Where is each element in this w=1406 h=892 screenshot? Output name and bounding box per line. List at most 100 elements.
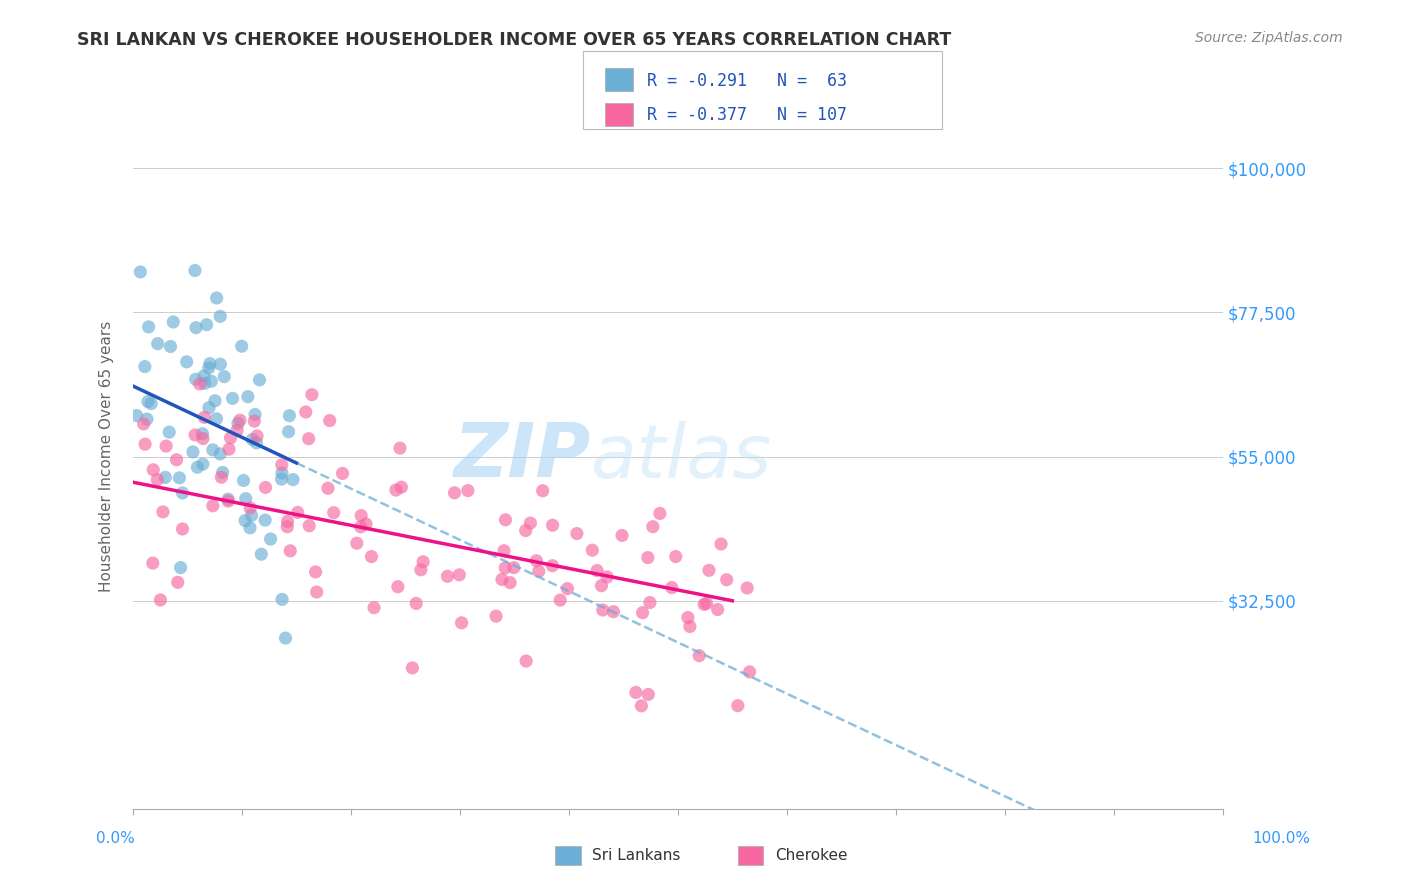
Point — [245, 435, 267, 450]
Point — [186, 460, 208, 475]
Point — [388, 441, 411, 455]
Point — [301, 387, 323, 401]
Point — [695, 596, 717, 610]
Point — [226, 423, 249, 437]
Point — [239, 500, 262, 515]
Point — [209, 447, 232, 461]
Point — [166, 575, 188, 590]
Point — [136, 412, 159, 426]
Point — [298, 518, 321, 533]
Text: SRI LANKAN VS CHEROKEE HOUSEHOLDER INCOME OVER 65 YEARS CORRELATION CHART: SRI LANKAN VS CHEROKEE HOUSEHOLDER INCOM… — [77, 31, 952, 49]
Point — [277, 425, 299, 439]
Point — [141, 396, 163, 410]
Point — [665, 549, 688, 564]
Point — [350, 520, 373, 534]
Point — [155, 470, 177, 484]
Point — [350, 508, 373, 523]
Point — [250, 547, 273, 561]
Point — [502, 560, 524, 574]
Point — [274, 631, 297, 645]
Point — [637, 550, 659, 565]
Point — [515, 524, 537, 538]
Point — [232, 474, 254, 488]
Point — [236, 390, 259, 404]
Point — [676, 610, 699, 624]
Point — [710, 537, 733, 551]
Point — [693, 598, 716, 612]
Point — [531, 483, 554, 498]
Point — [491, 573, 513, 587]
Point — [231, 339, 253, 353]
Point — [287, 505, 309, 519]
Point — [172, 486, 194, 500]
Point — [193, 368, 215, 383]
Point — [201, 442, 224, 457]
Point — [494, 561, 516, 575]
Point — [661, 581, 683, 595]
Point — [198, 401, 221, 415]
Point — [152, 505, 174, 519]
Point — [360, 549, 382, 564]
Point — [596, 570, 619, 584]
Point — [162, 315, 184, 329]
Point — [354, 516, 377, 531]
Point — [132, 417, 155, 431]
Point — [254, 480, 277, 494]
Point — [363, 600, 385, 615]
Point — [637, 688, 659, 702]
Text: R = -0.377   N = 107: R = -0.377 N = 107 — [647, 106, 846, 124]
Point — [697, 563, 720, 577]
Point — [322, 506, 344, 520]
Point — [641, 519, 664, 533]
Point — [271, 466, 294, 480]
Point — [125, 409, 148, 423]
Point — [169, 471, 191, 485]
Point — [648, 507, 671, 521]
Point — [239, 521, 262, 535]
Point — [184, 372, 207, 386]
Point — [278, 409, 301, 423]
Point — [134, 359, 156, 374]
Text: R = -0.291   N =  63: R = -0.291 N = 63 — [647, 71, 846, 90]
Point — [610, 528, 633, 542]
Point — [624, 685, 647, 699]
Point — [735, 581, 758, 595]
Point — [146, 473, 169, 487]
Point — [240, 508, 263, 523]
Point — [706, 602, 728, 616]
Point — [443, 485, 465, 500]
Point — [146, 336, 169, 351]
Point — [270, 458, 292, 472]
Point — [159, 339, 181, 353]
Point — [188, 376, 211, 391]
Point — [592, 603, 614, 617]
Point — [195, 318, 218, 332]
Point — [387, 580, 409, 594]
Point — [254, 513, 277, 527]
Point — [581, 543, 603, 558]
Point — [515, 654, 537, 668]
Point — [136, 394, 159, 409]
Point — [201, 499, 224, 513]
Point — [541, 558, 564, 573]
Point — [184, 263, 207, 277]
Point — [565, 526, 588, 541]
Text: Source: ZipAtlas.com: Source: ZipAtlas.com — [1195, 31, 1343, 45]
Point — [519, 516, 541, 530]
Point — [134, 437, 156, 451]
Point — [184, 320, 207, 334]
Point — [278, 544, 301, 558]
Point — [281, 473, 304, 487]
Point — [492, 543, 515, 558]
Point — [318, 414, 340, 428]
Point — [181, 445, 204, 459]
Point — [191, 457, 214, 471]
Point — [591, 579, 613, 593]
Point — [217, 494, 239, 508]
Point — [233, 514, 256, 528]
Point — [495, 513, 517, 527]
Point — [557, 582, 579, 596]
Point — [205, 412, 228, 426]
Point — [316, 481, 339, 495]
Point — [305, 585, 328, 599]
